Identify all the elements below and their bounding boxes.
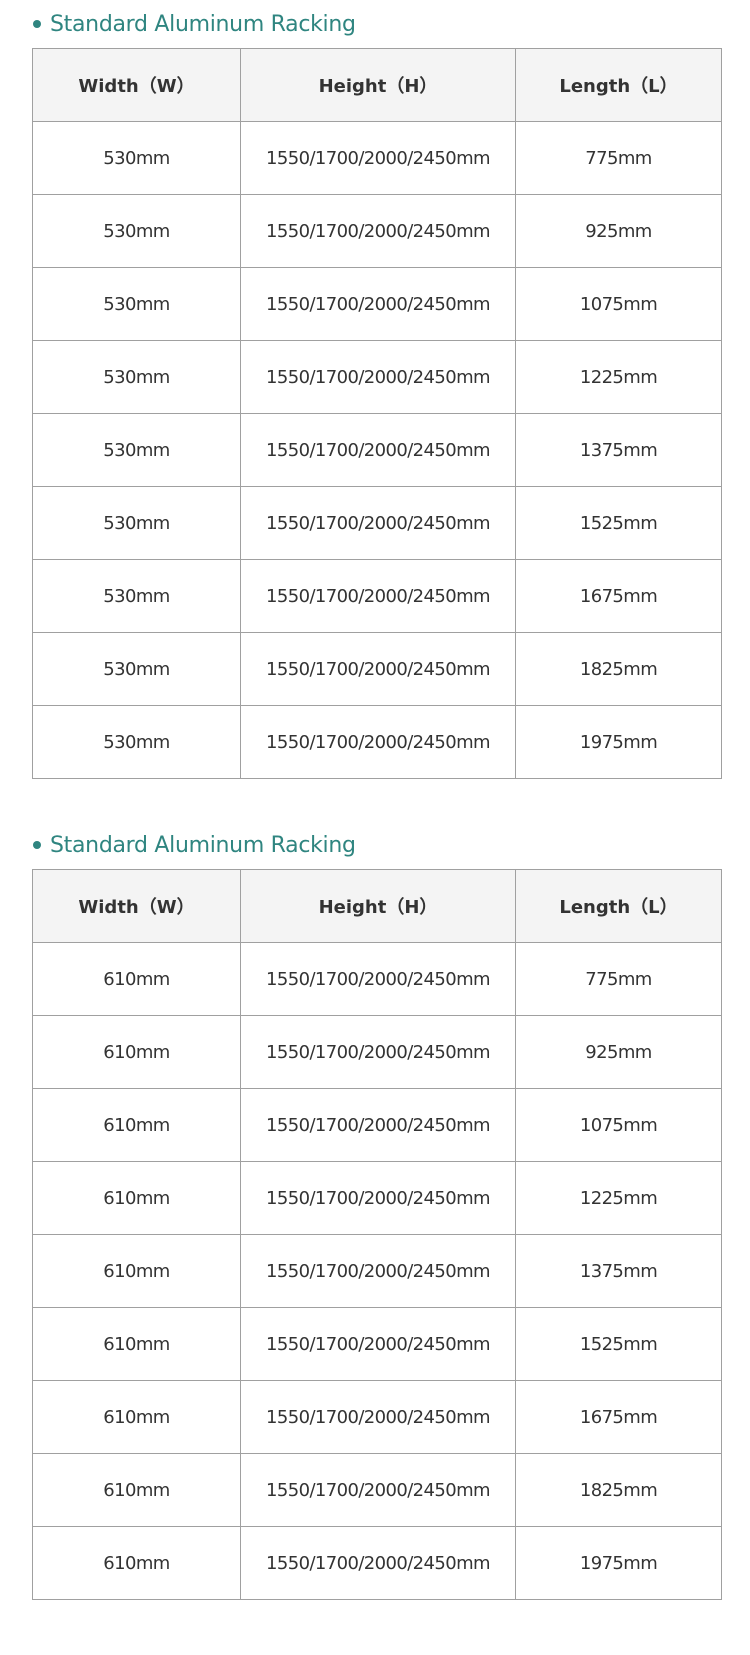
spec-table: Width（W） Height（H） Length（L） 530mm 1550/1700… <box>32 48 722 779</box>
table-cell: 1675mm <box>515 559 722 633</box>
table-cell: 1375mm <box>515 1234 722 1308</box>
bullet-icon <box>33 20 41 28</box>
table-cell: 530mm <box>32 632 241 706</box>
bullet-icon <box>33 841 41 849</box>
table-cell: 925mm <box>515 1015 722 1089</box>
table-row: 530mm 1550/1700/2000/2450mm 1225mm <box>32 340 722 414</box>
table-cell: 1975mm <box>515 1526 722 1600</box>
column-header: Length（L） <box>515 48 722 122</box>
table-cell: 530mm <box>32 340 241 414</box>
column-header: Width（W） <box>32 869 241 943</box>
table-cell: 1550/1700/2000/2450mm <box>240 1088 516 1162</box>
spec-table: Width（W） Height（H） Length（L） 610mm 1550/1700… <box>32 869 722 1600</box>
column-header: Length（L） <box>515 869 722 943</box>
table-cell: 1225mm <box>515 1161 722 1235</box>
table-cell: 1550/1700/2000/2450mm <box>240 486 516 560</box>
table-cell: 530mm <box>32 121 241 195</box>
table-cell: 1075mm <box>515 267 722 341</box>
table-cell: 1550/1700/2000/2450mm <box>240 705 516 779</box>
table-cell: 530mm <box>32 194 241 268</box>
table-row: 610mm 1550/1700/2000/2450mm 925mm <box>32 1015 722 1089</box>
table-cell: 1550/1700/2000/2450mm <box>240 632 516 706</box>
table-cell: 1550/1700/2000/2450mm <box>240 194 516 268</box>
table-cell: 1550/1700/2000/2450mm <box>240 1234 516 1308</box>
table-cell: 610mm <box>32 1307 241 1381</box>
header-row: Width（W） Height（H） Length（L） <box>32 869 722 943</box>
table-cell: 530mm <box>32 486 241 560</box>
table-cell: 610mm <box>32 1161 241 1235</box>
section-title-text: Standard Aluminum Racking <box>50 832 356 858</box>
table-cell: 1525mm <box>515 1307 722 1381</box>
table-row: 530mm 1550/1700/2000/2450mm 1075mm <box>32 267 722 341</box>
table-row: 610mm 1550/1700/2000/2450mm 1975mm <box>32 1526 722 1600</box>
table-cell: 610mm <box>32 1015 241 1089</box>
table-cell: 1825mm <box>515 632 722 706</box>
table-row: 530mm 1550/1700/2000/2450mm 1525mm <box>32 486 722 560</box>
table-cell: 1550/1700/2000/2450mm <box>240 1453 516 1527</box>
section-title: Standard Aluminum Racking <box>32 821 721 869</box>
table-row: 530mm 1550/1700/2000/2450mm 1975mm <box>32 705 722 779</box>
column-header: Height（H） <box>240 869 516 943</box>
table-cell: 610mm <box>32 1526 241 1600</box>
table-cell: 610mm <box>32 1234 241 1308</box>
section-title: Standard Aluminum Racking <box>32 0 721 48</box>
table-row: 530mm 1550/1700/2000/2450mm 1825mm <box>32 632 722 706</box>
table-row: 610mm 1550/1700/2000/2450mm 1525mm <box>32 1307 722 1381</box>
table-cell: 1550/1700/2000/2450mm <box>240 1380 516 1454</box>
table-cell: 530mm <box>32 559 241 633</box>
table-row: 610mm 1550/1700/2000/2450mm 1675mm <box>32 1380 722 1454</box>
table-cell: 1225mm <box>515 340 722 414</box>
table-cell: 530mm <box>32 413 241 487</box>
table-cell: 1550/1700/2000/2450mm <box>240 1307 516 1381</box>
table-row: 530mm 1550/1700/2000/2450mm 1675mm <box>32 559 722 633</box>
table-cell: 1550/1700/2000/2450mm <box>240 267 516 341</box>
section-title-text: Standard Aluminum Racking <box>50 11 356 37</box>
table-cell: 610mm <box>32 1380 241 1454</box>
header-row: Width（W） Height（H） Length（L） <box>32 48 722 122</box>
table-row: 610mm 1550/1700/2000/2450mm 1225mm <box>32 1161 722 1235</box>
table-cell: 775mm <box>515 121 722 195</box>
table-cell: 1975mm <box>515 705 722 779</box>
table-cell: 610mm <box>32 942 241 1016</box>
table-cell: 1550/1700/2000/2450mm <box>240 1161 516 1235</box>
table-row: 610mm 1550/1700/2000/2450mm 1075mm <box>32 1088 722 1162</box>
spec-section: Standard Aluminum Racking Width（W） Height（… <box>32 0 722 779</box>
table-cell: 1550/1700/2000/2450mm <box>240 1015 516 1089</box>
table-cell: 925mm <box>515 194 722 268</box>
table-cell: 1550/1700/2000/2450mm <box>240 413 516 487</box>
table-cell: 530mm <box>32 705 241 779</box>
table-cell: 1675mm <box>515 1380 722 1454</box>
table-cell: 1375mm <box>515 413 722 487</box>
table-cell: 1550/1700/2000/2450mm <box>240 1526 516 1600</box>
table-row: 610mm 1550/1700/2000/2450mm 775mm <box>32 942 722 1016</box>
table-cell: 1075mm <box>515 1088 722 1162</box>
table-cell: 775mm <box>515 942 722 1016</box>
column-header: Height（H） <box>240 48 516 122</box>
table-cell: 1825mm <box>515 1453 722 1527</box>
table-cell: 1550/1700/2000/2450mm <box>240 559 516 633</box>
table-cell: 530mm <box>32 267 241 341</box>
table-cell: 1550/1700/2000/2450mm <box>240 121 516 195</box>
column-header: Width（W） <box>32 48 241 122</box>
table-row: 530mm 1550/1700/2000/2450mm 1375mm <box>32 413 722 487</box>
table-cell: 610mm <box>32 1453 241 1527</box>
table-cell: 1525mm <box>515 486 722 560</box>
table-cell: 610mm <box>32 1088 241 1162</box>
table-row: 530mm 1550/1700/2000/2450mm 775mm <box>32 121 722 195</box>
table-row: 610mm 1550/1700/2000/2450mm 1375mm <box>32 1234 722 1308</box>
spec-section: Standard Aluminum Racking Width（W） Height（… <box>32 821 722 1600</box>
table-cell: 1550/1700/2000/2450mm <box>240 340 516 414</box>
table-row: 610mm 1550/1700/2000/2450mm 1825mm <box>32 1453 722 1527</box>
table-row: 530mm 1550/1700/2000/2450mm 925mm <box>32 194 722 268</box>
table-cell: 1550/1700/2000/2450mm <box>240 942 516 1016</box>
